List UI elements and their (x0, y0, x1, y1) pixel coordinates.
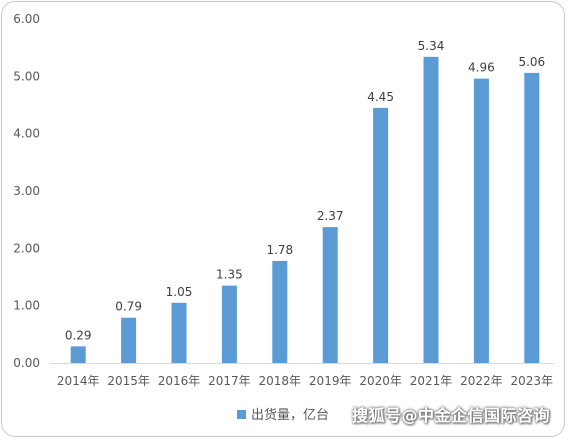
y-tick-label: 2.00 (13, 241, 40, 255)
watermark: 搜狐号@中金企信国际咨询 (351, 406, 550, 425)
data-label: 0.79 (115, 300, 142, 314)
x-tick-label: 2015年 (107, 374, 150, 388)
data-label: 1.78 (266, 243, 293, 257)
data-label: 2.37 (317, 209, 344, 223)
y-tick-label: 4.00 (13, 127, 40, 141)
data-label: 1.05 (166, 285, 193, 299)
bar (524, 72, 540, 363)
x-tick-label: 2023年 (511, 374, 554, 388)
bar (272, 260, 288, 363)
bar (473, 78, 489, 364)
legend-swatch (237, 410, 246, 419)
bar-chart: 0.00 1.00 2.00 3.00 4.00 5.00 6.00 0.29 2014年 0.7… (13, 12, 554, 423)
x-tick-label: 2017年 (208, 374, 251, 388)
bar (322, 227, 338, 363)
data-label: 4.45 (367, 90, 394, 104)
bar (221, 285, 237, 363)
bar (121, 317, 137, 363)
data-label: 0.29 (65, 328, 92, 342)
data-label: 1.35 (216, 268, 243, 282)
x-tick-label: 2018年 (259, 374, 302, 388)
data-label: 5.34 (418, 39, 445, 53)
bar (70, 346, 86, 363)
y-tick-label: 5.00 (13, 69, 40, 83)
x-tick-label: 2021年 (410, 374, 453, 388)
data-label: 5.06 (518, 55, 545, 69)
bar (373, 107, 389, 363)
data-label: 4.96 (468, 61, 495, 75)
y-tick-label: 6.00 (13, 12, 40, 26)
x-tick-label: 2016年 (158, 374, 201, 388)
y-tick-label: 3.00 (13, 184, 40, 198)
bar (423, 56, 439, 364)
x-tick-label: 2020年 (359, 374, 402, 388)
legend-label: 出货量，亿台 (251, 407, 329, 423)
x-tick-label: 2022年 (460, 374, 503, 388)
x-tick-label: 2014年 (57, 374, 100, 388)
bar (171, 302, 187, 363)
x-tick-label: 2019年 (309, 374, 352, 388)
y-tick-label: 0.00 (13, 356, 40, 370)
y-tick-label: 1.00 (13, 299, 40, 313)
